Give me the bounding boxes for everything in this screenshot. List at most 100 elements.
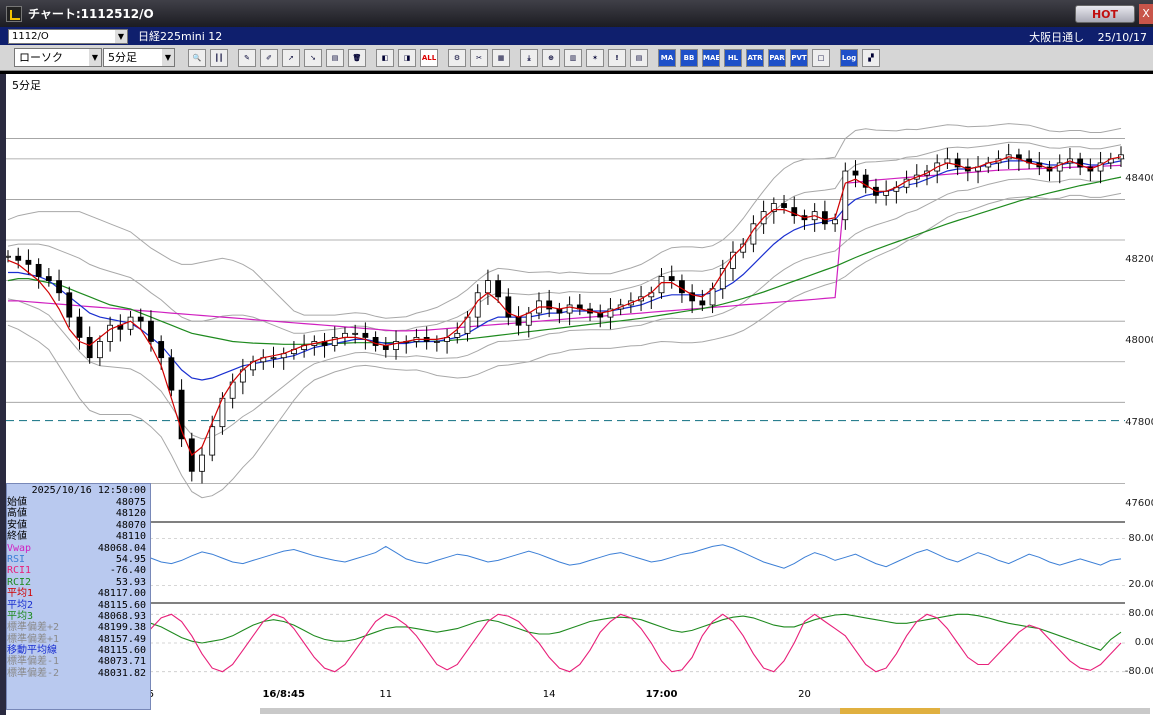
toolbar-button-18[interactable]: ! [608,49,626,67]
toolbar-button-25[interactable]: PAR [768,49,786,67]
candle-body [495,280,502,298]
toolbar-button-10[interactable]: ALL [420,49,438,67]
candle-body [6,255,11,258]
toolbar-button-26[interactable]: PVT [790,49,808,67]
toolbar-button-21[interactable]: BB [680,49,698,67]
candle-body [86,337,93,359]
data-row-value: 48120 [115,508,146,520]
left-border [0,74,6,715]
data-row-value: 48117.00 [97,588,146,600]
toolbar-button-23[interactable]: HL [724,49,742,67]
price-axis: 48400 48200 48000 47800 47600 80.00 20.00 80.00… [1125,74,1153,684]
data-row-label: 標準偏差-2 [7,667,60,679]
chart-type-select[interactable]: ローソク ▼ [14,48,102,67]
candle-body [505,296,512,318]
candle-body [433,341,440,343]
toolbar-button-15[interactable]: ⊕ [542,49,560,67]
timeframe-label: 5分足 [12,79,41,92]
candle-body [331,337,338,346]
x-axis-tick: 16/8:45 [262,689,305,700]
toolbar: ローソク ▼ 5分足 ▼ 🔍 ┃┃ ✎ ✐ ➚ ➘ ▤ 🗑 ◧ ◨ ALL ⚙ ✂ ▦ ⤓ ⊕ ▥ ✶! ▤ MA BB… [0,45,1153,71]
window-title: チャート:1112512/O [28,7,154,21]
data-row-label: 高値 [7,508,27,520]
candle-body [107,324,114,342]
data-row-value: 48110 [115,531,146,543]
toolbar-button-9[interactable]: ◨ [398,49,416,67]
chevron-down-icon[interactable]: ▼ [115,29,127,43]
toolbar-button-3[interactable]: ✐ [260,49,278,67]
chevron-down-icon[interactable]: ▼ [162,49,174,66]
toolbar-button-16[interactable]: ▥ [564,49,582,67]
toolbar-button-29[interactable]: ▞ [862,49,880,67]
toolbar-button-19[interactable]: ▤ [630,49,648,67]
candle-body [76,316,83,338]
symbol-bar: 1112/O ▼ 日経225mini 12 大阪日通し 25/10/17 [0,27,1153,45]
y-axis-tick: 48000 [1125,335,1153,347]
data-row: 平均3 48068.93 [7,611,150,622]
candle-body [66,292,73,318]
toolbar-button-1[interactable]: ┃┃ [210,49,228,67]
candle-body [96,341,103,359]
toolbar-button-6[interactable]: ▤ [326,49,344,67]
timeframe-select[interactable]: 5分足 ▼ [103,48,175,67]
candle-body [515,316,522,326]
candle-body [852,170,859,176]
data-row: 平均1 48117.00 [7,588,150,599]
timeframe-value: 5分足 [108,51,137,64]
scrollbar-thumb[interactable] [840,708,940,714]
symbol-value: 1112/O [12,30,49,42]
toolbar-button-0[interactable]: 🔍 [188,49,206,67]
bollinger-band-plus2 [7,123,1122,319]
data-row-value: 54.95 [115,553,146,565]
horizontal-scrollbar[interactable] [260,708,1150,714]
bollinger-band-plus1 [7,141,1122,334]
data-row-value: -76.40 [109,565,146,577]
data-row-value: 48115.60 [97,599,146,611]
x-axis-tick: 17:00 [645,689,678,700]
toolbar-button-12[interactable]: ✂ [470,49,488,67]
data-row-value: 48075 [115,497,146,508]
candle-body [668,276,675,281]
data-row: 高値 48120 [7,508,150,519]
hot-button[interactable]: HOT [1075,5,1135,23]
symbol-select[interactable]: 1112/O ▼ [8,28,128,44]
toolbar-button-7[interactable]: 🗑 [348,49,366,67]
toolbar-button-14[interactable]: ⤓ [520,49,538,67]
rsi-line [7,536,1122,582]
toolbar-button-17[interactable]: ✶ [586,49,604,67]
data-row-value: 48031.82 [97,667,146,679]
chevron-down-icon[interactable]: ▼ [89,49,101,66]
data-row-label: 標準偏差+1 [7,633,60,645]
data-row: 移動平均線 48115.60 [7,645,150,656]
candle-body [781,203,787,208]
close-button[interactable]: X [1139,4,1153,24]
toolbar-button-8[interactable]: ◧ [376,49,394,67]
y-axis-tick: 80.00 [1128,608,1153,620]
candle-body [699,300,706,306]
toolbar-button-11[interactable]: ⚙ [448,49,466,67]
toolbar-buttons: 🔍 ┃┃ ✎ ✐ ➚ ➘ ▤ 🗑 ◧ ◨ ALL ⚙ ✂ ▦ ⤓ ⊕ ▥ ✶! ▤ MA BB MAE HL ATR PAR PV… [188,49,884,67]
toolbar-button-27[interactable]: □ [812,49,830,67]
candle-body [148,320,154,342]
candle-body [168,357,175,391]
toolbar-button-13[interactable]: ▦ [492,49,510,67]
toolbar-button-24[interactable]: ATR [746,49,764,67]
candle-body [454,332,461,338]
data-row-value: 48115.60 [97,645,146,657]
chart-canvas[interactable] [6,74,1125,684]
toolbar-button-4[interactable]: ➚ [282,49,300,67]
candle-body [270,357,277,360]
candle-body [342,332,348,338]
candle-body [25,259,32,265]
toolbar-button-20[interactable]: MA [658,49,676,67]
toolbar-button-5[interactable]: ➘ [304,49,322,67]
toolbar-button-2[interactable]: ✎ [238,49,256,67]
toolbar-button-22[interactable]: MAE [702,49,720,67]
data-row: RSI 54.95 [7,554,150,565]
candle-body [566,304,573,314]
session-info: 大阪日通し 25/10/17 [1019,29,1147,45]
candle-body [719,268,726,290]
data-row-label: RCI2 [7,576,32,588]
chart-panel[interactable]: 5分足 [6,74,1125,684]
toolbar-button-28[interactable]: Log [840,49,858,67]
